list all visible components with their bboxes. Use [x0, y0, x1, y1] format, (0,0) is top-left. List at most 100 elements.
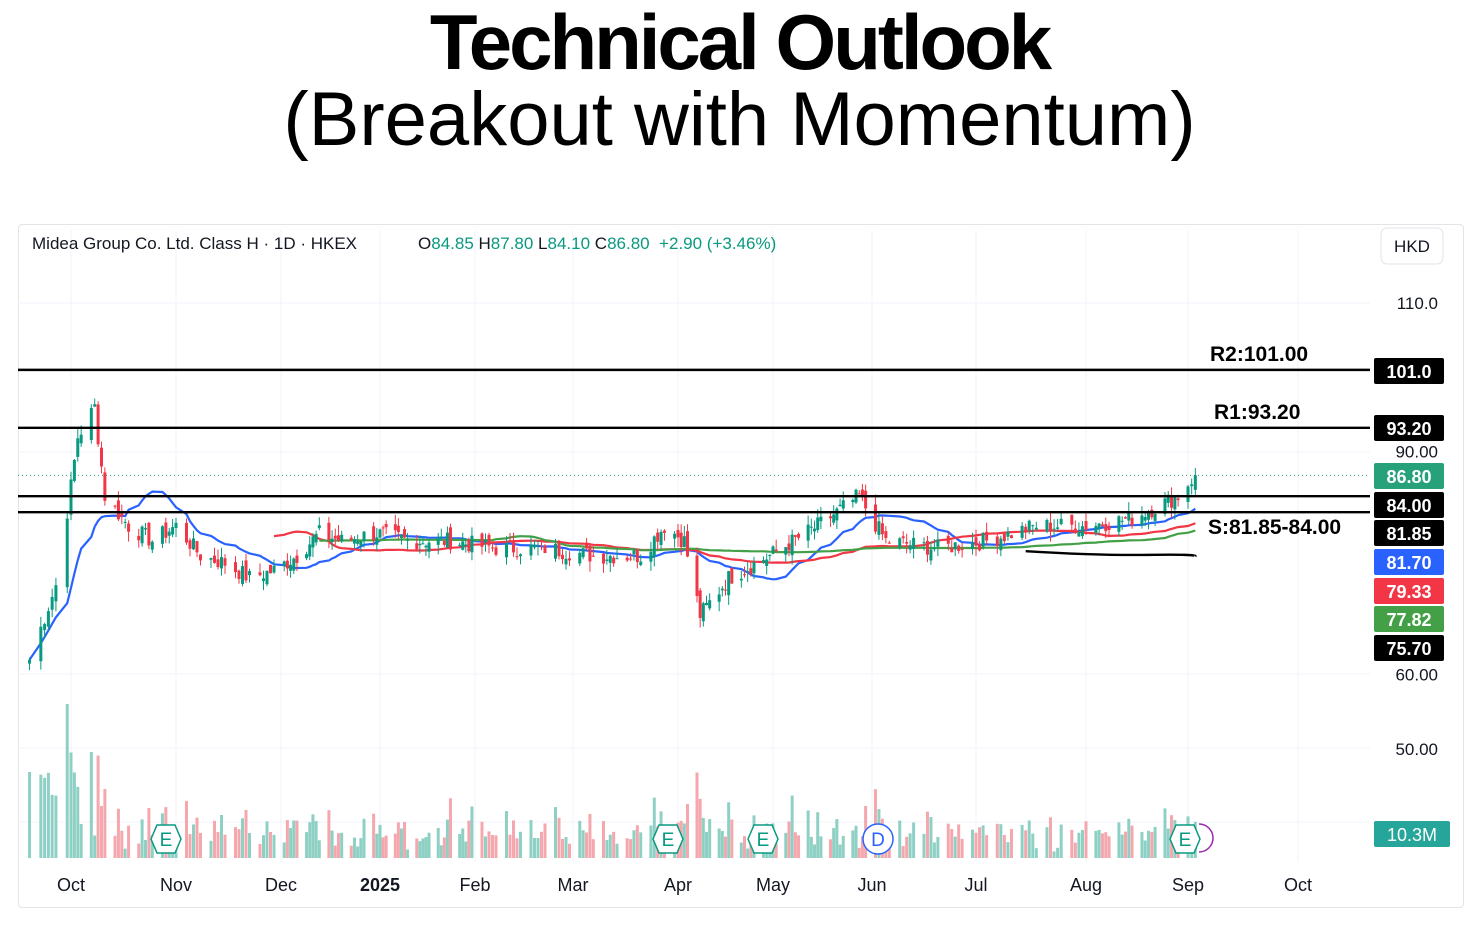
candle-body [673, 533, 677, 539]
candle-body [813, 528, 817, 532]
currency-button[interactable]: HKD [1380, 227, 1444, 265]
volume-bar [591, 839, 595, 858]
candle-body [340, 534, 344, 542]
volume-bar [946, 823, 950, 858]
volume-bar [494, 835, 498, 858]
candle-body [873, 504, 877, 532]
candle-body [1123, 517, 1127, 519]
candle-body [995, 536, 999, 546]
x-tick-label: Jun [857, 875, 886, 895]
volume-bar [533, 838, 536, 858]
candle-body [421, 543, 425, 545]
x-tick-label: 2025 [360, 875, 400, 895]
candle-body [289, 564, 293, 571]
candle-body [529, 544, 533, 556]
volume-bar [424, 837, 428, 858]
candle-body [656, 532, 660, 542]
long-ma-line [1025, 549, 1197, 558]
candle-body [932, 548, 936, 550]
candle-body [588, 545, 592, 562]
volume-bar [76, 786, 80, 858]
ohlc-line: O84.85 H87.80 L84.10 C86.80 +2.90 (+3.46… [418, 234, 776, 253]
volume-bar [950, 829, 954, 858]
candle-body [72, 459, 76, 481]
price-tag-bg [1374, 606, 1444, 632]
y-tick-label: 60.00 [1395, 666, 1438, 685]
volume-bar [381, 837, 385, 858]
volume-bar [269, 831, 272, 858]
candle-body [305, 554, 309, 559]
volume-bar [838, 844, 842, 858]
event-marker-e[interactable]: E [150, 824, 182, 854]
volume-bar [519, 831, 522, 858]
volume-bar [730, 819, 734, 858]
page-title: Technical Outlook [429, 0, 1052, 86]
volume-bar [797, 835, 801, 858]
candle-body [860, 489, 864, 496]
event-marker-letter: D [871, 830, 885, 851]
event-marker-e[interactable]: E [1169, 824, 1201, 854]
price-tag-bg [1374, 492, 1444, 518]
candle-body [448, 527, 452, 550]
candle-body [809, 526, 813, 528]
candle-body [1107, 525, 1111, 531]
candle-body [352, 539, 356, 544]
volume-bar [612, 831, 616, 858]
candle-body [746, 571, 750, 573]
price-tag-text: 79.33 [1386, 582, 1431, 602]
candle-body [464, 544, 468, 546]
candle-body [793, 535, 797, 537]
volume-bar [787, 821, 791, 858]
volume-bar [96, 755, 100, 858]
candle-body [1190, 484, 1194, 487]
candle-body [43, 624, 47, 631]
volume-bar [705, 831, 708, 858]
x-tick-label: Oct [57, 875, 85, 895]
candle-body [632, 550, 636, 555]
candle-body [399, 534, 403, 538]
moving-averages [28, 490, 1197, 661]
event-marker-d[interactable]: D [862, 823, 894, 855]
volume-bar [43, 777, 47, 858]
volume-bar [448, 798, 452, 858]
candle-body [1176, 498, 1180, 501]
candle-body [505, 542, 508, 558]
volume-tag-text: 10.3M [1387, 825, 1437, 845]
volume-bar [1006, 842, 1010, 858]
candle-body [1070, 514, 1074, 525]
price-tag: 101.0 [1374, 358, 1444, 384]
candle-body [739, 578, 743, 581]
volume-bar [314, 821, 318, 858]
volume-bar [543, 823, 547, 858]
price-tag-bg [1374, 463, 1444, 489]
volume-bar [216, 831, 220, 858]
volume-bar [908, 833, 912, 858]
volume-bar [1009, 828, 1013, 858]
volume-bar [464, 841, 468, 858]
volume-bar [352, 837, 356, 858]
candle-body [743, 574, 746, 576]
volume-bar [1020, 824, 1024, 858]
volume-bar [564, 837, 568, 858]
volume-bar [467, 820, 471, 858]
candle-body [1020, 525, 1024, 538]
volume-bar [1150, 831, 1154, 858]
candle-body [554, 543, 557, 559]
volume-bar [415, 838, 419, 858]
candle-body [774, 549, 778, 552]
volume-bar [470, 806, 474, 858]
event-marker-letter: E [1179, 830, 1192, 851]
candle-body [877, 521, 881, 535]
volume-bar [960, 838, 964, 858]
price-tag: 84.00 [1374, 492, 1444, 518]
candle-body [905, 541, 909, 544]
volume-bar [375, 833, 379, 858]
volume-bar [185, 800, 188, 858]
volume-bar [317, 840, 321, 858]
candle-body [356, 541, 360, 544]
candle-body [1073, 528, 1077, 534]
event-marker-e[interactable]: E [747, 824, 779, 854]
event-marker-e[interactable]: E [652, 824, 684, 854]
